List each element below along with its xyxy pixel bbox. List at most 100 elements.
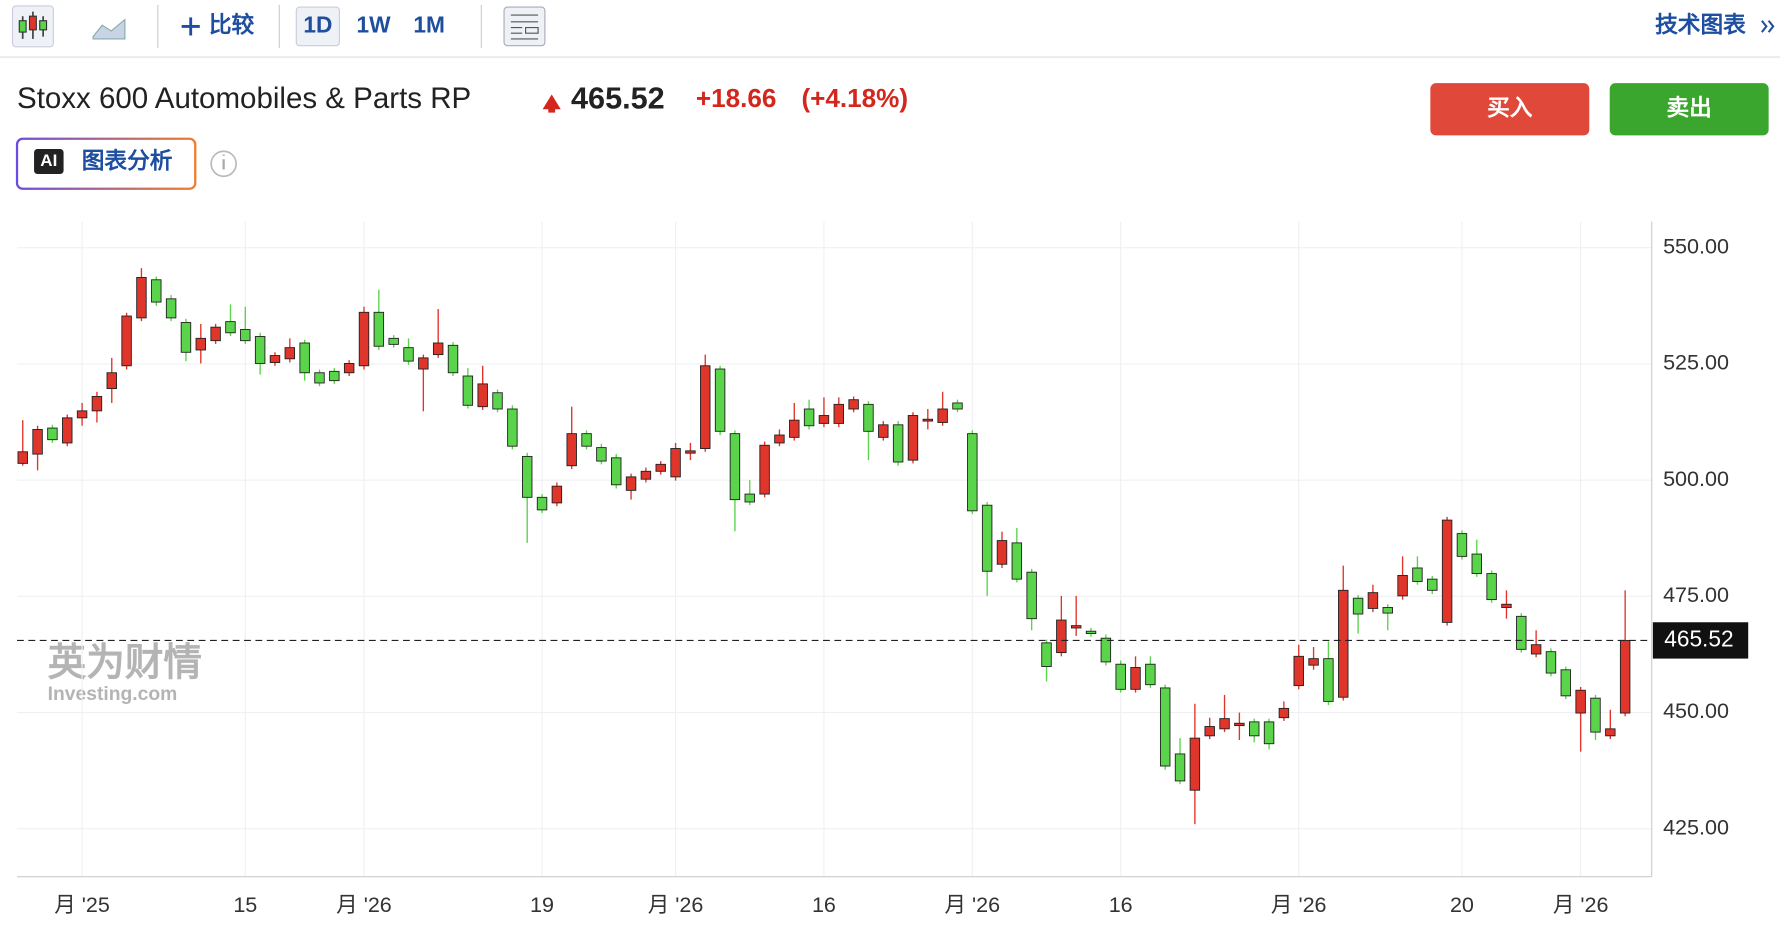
candle-body (611, 457, 622, 486)
candle-body (1471, 553, 1483, 575)
candle-body (210, 326, 221, 342)
y-tick-label: 550.00 (1663, 233, 1729, 258)
price-change: +18.66 (696, 83, 777, 113)
candle-body (343, 362, 355, 374)
interval-button[interactable]: 1M (413, 11, 445, 37)
candle-body (566, 433, 577, 467)
candle-body (76, 410, 88, 419)
layout-icon[interactable] (503, 6, 546, 47)
y-tick-label: 475.00 (1663, 582, 1729, 607)
candle-body (284, 347, 296, 360)
technical-link[interactable]: 技术图表 (1655, 11, 1746, 37)
candle-body (833, 403, 845, 424)
last-price-tag (1652, 622, 1749, 659)
candle-body (1278, 707, 1290, 719)
candle-body (447, 344, 459, 374)
candle-body (225, 321, 236, 334)
y-tick-label: 450.00 (1663, 698, 1729, 723)
candle-body (314, 372, 325, 384)
candle-body (892, 424, 904, 463)
candle-body (299, 342, 310, 374)
candle-body (1352, 597, 1364, 615)
candle-body (581, 433, 592, 447)
candle-body (195, 337, 207, 351)
candle-body (1367, 592, 1379, 609)
candle-body (551, 485, 563, 504)
candle-body (789, 419, 800, 438)
icon-body (18, 20, 27, 33)
chevrons (1761, 20, 1775, 33)
buy-button[interactable] (1430, 83, 1590, 136)
candle-body (655, 463, 666, 472)
candle-body (803, 408, 815, 427)
candle-body (492, 392, 503, 410)
candle-body (121, 315, 132, 367)
plus-icon[interactable] (181, 17, 200, 36)
compare-button[interactable]: 比较 (209, 11, 255, 37)
y-tick-label: 500.00 (1663, 466, 1729, 491)
ai-badge-text: AI (40, 151, 57, 170)
candle-body (418, 357, 429, 370)
candle-body (1516, 615, 1527, 650)
candle-body (685, 450, 696, 454)
candle-body (1159, 687, 1171, 767)
candle-body (952, 402, 963, 410)
candle-body (1263, 721, 1275, 745)
candle-body (640, 470, 652, 480)
candle-body (17, 451, 28, 464)
area-icon[interactable] (92, 18, 126, 40)
x-tick-label: 16 (812, 892, 836, 917)
candle-body (1174, 753, 1186, 782)
sell-label: 卖出 (1666, 94, 1711, 120)
ai-label: 图表分析 (82, 148, 173, 174)
candle-body (744, 493, 755, 503)
candle-body (388, 337, 399, 345)
candle-body (1575, 689, 1586, 714)
candle-body (432, 342, 444, 356)
candle-body (1412, 567, 1423, 582)
candle-body (922, 418, 934, 422)
interval-selected (295, 6, 340, 47)
candle-body (1219, 718, 1230, 730)
candle-body (1234, 722, 1245, 727)
candle-body (1026, 571, 1037, 620)
candle-body (1041, 642, 1052, 668)
candle-body (47, 427, 58, 441)
candle-body (848, 399, 859, 410)
candle-body (996, 540, 1008, 565)
candle-body (729, 433, 741, 501)
up-arrow (542, 94, 561, 113)
watermark-brand: 英为财情 (48, 642, 202, 685)
candle-body (403, 347, 414, 362)
candle-body (818, 415, 830, 424)
candle-body (1427, 578, 1438, 591)
candle-body (1115, 663, 1126, 690)
candle-body (1486, 573, 1497, 601)
candle-body (32, 429, 43, 455)
x-tick-label: 月 '26 (1271, 892, 1327, 917)
candle-body (1056, 619, 1067, 654)
candle-body (180, 322, 192, 353)
x-tick-label: 月 '26 (1553, 892, 1609, 917)
info-icon[interactable] (210, 150, 237, 178)
candle-body (536, 496, 548, 511)
candle-body (670, 448, 681, 478)
candle-body (596, 447, 607, 462)
candle-body (1397, 574, 1408, 597)
instrument-name: Stoxx 600 Automobiles & Parts RP (17, 82, 471, 115)
x-tick-label: 月 '26 (945, 892, 1001, 917)
candle-body (477, 383, 488, 408)
interval-button[interactable]: 1W (356, 11, 391, 37)
candle-body (714, 368, 726, 432)
sell-button[interactable] (1609, 83, 1769, 136)
x-tick-label: 月 '26 (648, 892, 704, 917)
candle-body (1590, 697, 1601, 733)
candle-body (1501, 603, 1512, 608)
candle-body (329, 370, 340, 382)
x-tick-label: 月 '26 (336, 892, 392, 917)
x-tick-label: 15 (233, 892, 257, 917)
interval-button[interactable]: 1D (303, 11, 332, 37)
candle-body (863, 403, 874, 432)
